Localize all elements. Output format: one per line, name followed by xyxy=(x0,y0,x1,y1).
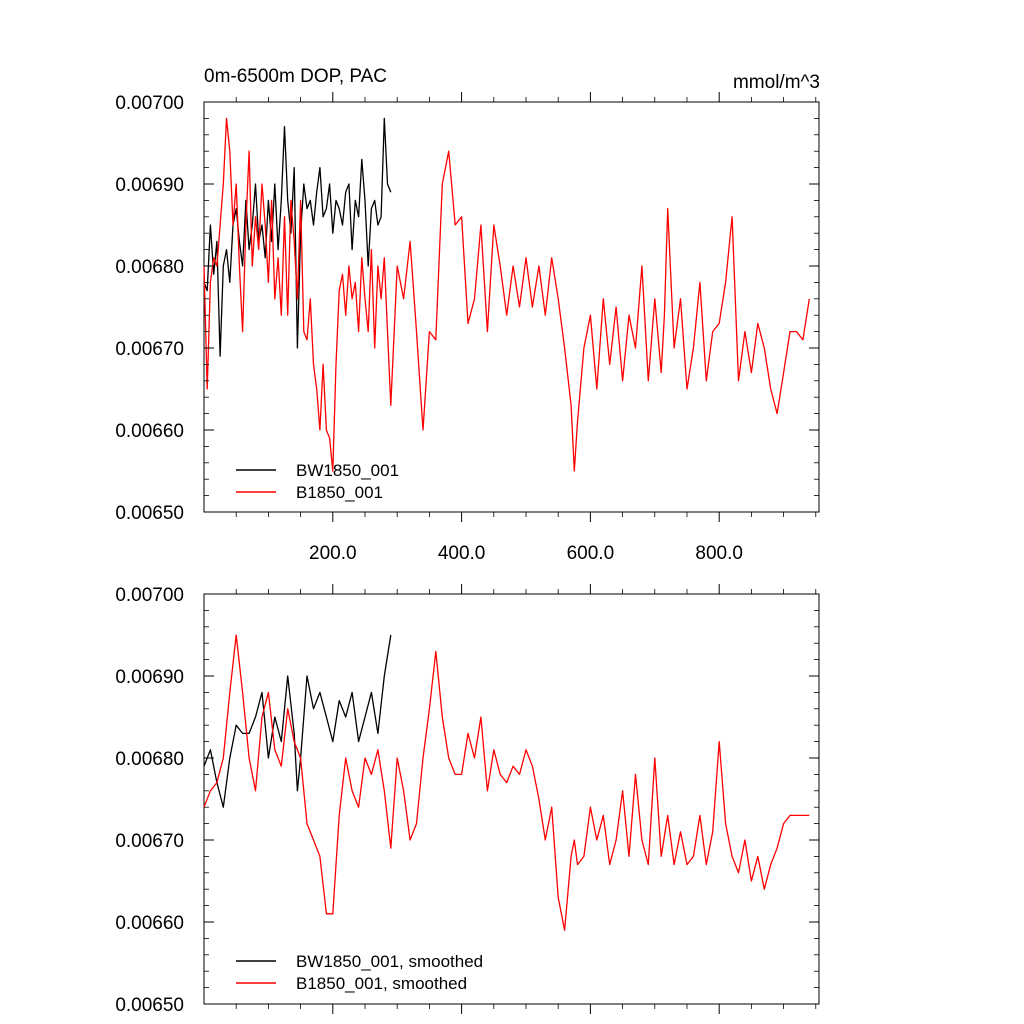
y-tick-label: 0.00670 xyxy=(115,339,184,360)
y-tick-label: 0.00670 xyxy=(115,831,184,852)
top-legend: BW1850_001 B1850_001 xyxy=(236,461,399,502)
top-chart-title: 0m-6500m DOP, PAC xyxy=(204,66,387,87)
top-series-line-bw1850 xyxy=(203,117,392,357)
bottom-legend: BW1850_001, smoothed B1850_001, smoothed xyxy=(236,952,483,993)
top-chart-units: mmol/m^3 xyxy=(733,72,820,93)
y-tick-label: 0.00680 xyxy=(115,749,184,770)
y-tick-label: 0.00660 xyxy=(115,913,184,934)
x-tick-label: 200.0 xyxy=(309,543,357,564)
legend-label-b1850-smoothed: B1850_001, smoothed xyxy=(296,974,467,993)
y-tick-label: 0.00680 xyxy=(115,257,184,278)
bottom-series-line-bw1850 xyxy=(203,634,392,808)
bottom-chart-panel: 0.00650 0.00660 0.00670 0.00680 0.00690 0.007… xyxy=(115,584,820,1016)
x-tick-label: 600.0 xyxy=(567,543,615,564)
legend-label-bw1850-smoothed: BW1850_001, smoothed xyxy=(296,952,483,971)
bottom-series-line-b1850 xyxy=(203,634,810,931)
legend-label-b1850: B1850_001 xyxy=(296,483,383,502)
y-tick-label: 0.00650 xyxy=(115,503,184,524)
x-tick-label: 800.0 xyxy=(695,543,743,564)
y-tick-label: 0.00690 xyxy=(115,175,184,196)
x-tick-label: 400.0 xyxy=(438,543,486,564)
y-tick-label: 0.00700 xyxy=(115,93,184,114)
top-chart-panel: 0m-6500m DOP, PAC mmol/m^3 0.00650 0.0066… xyxy=(115,66,820,564)
top-series-line-b1850 xyxy=(203,117,810,472)
y-tick-label: 0.00660 xyxy=(115,421,184,442)
top-plot-frame xyxy=(203,101,820,513)
legend-label-bw1850: BW1850_001 xyxy=(296,461,399,480)
y-tick-label: 0.00700 xyxy=(115,585,184,606)
bottom-plot-frame xyxy=(203,593,820,1005)
y-tick-label: 0.00690 xyxy=(115,667,184,688)
y-tick-label: 0.00650 xyxy=(115,995,184,1016)
